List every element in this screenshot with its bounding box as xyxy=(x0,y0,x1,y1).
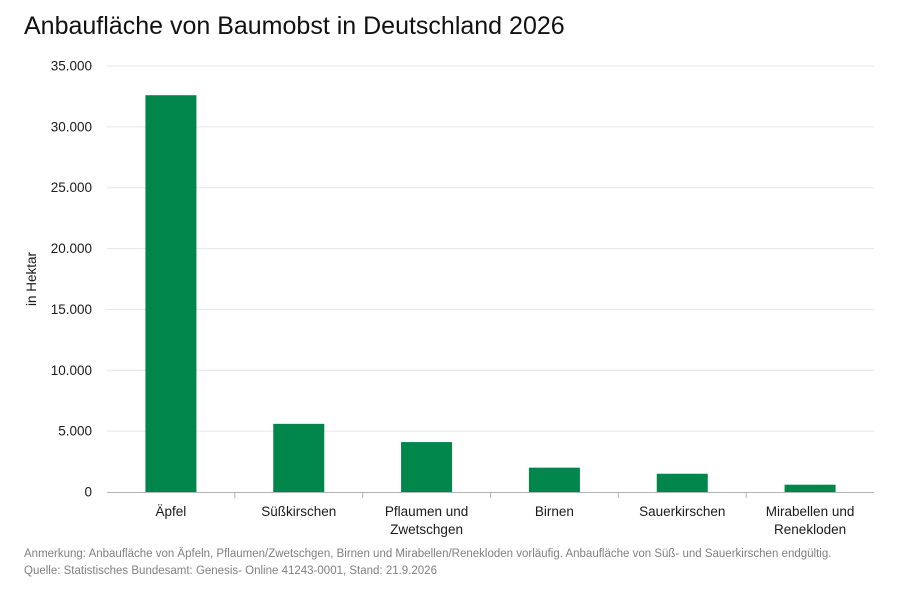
bar xyxy=(656,473,708,492)
chart-title: Anbaufläche von Baumobst in Deutschland … xyxy=(24,12,565,40)
chart-note: Anmerkung: Anbaufläche von Äpfeln, Pflau… xyxy=(24,548,832,560)
y-tick-label: 5.000 xyxy=(58,424,92,439)
bar xyxy=(528,467,580,492)
y-tick-label: 15.000 xyxy=(51,302,92,317)
labels: 0 5.000 10.000 15.000 20.000 25.000 30.000 35.0… xyxy=(24,59,854,538)
bar xyxy=(784,484,836,492)
y-axis-title: in Hektar xyxy=(24,251,39,306)
bar xyxy=(145,95,197,492)
x-tick-label: Zwetschgen xyxy=(390,522,463,537)
y-tick-label: 0 xyxy=(84,485,92,500)
x-tick-label: Pflaumen und xyxy=(385,504,468,519)
x-tick-label: Sauerkirschen xyxy=(639,504,725,519)
y-tick-label: 20.000 xyxy=(51,241,92,256)
x-tick-label: Birnen xyxy=(535,504,574,519)
bar xyxy=(401,442,453,492)
y-tick-label: 35.000 xyxy=(51,59,92,74)
x-tick-label: Renekloden xyxy=(774,522,846,537)
y-tick-label: 10.000 xyxy=(51,363,92,378)
bars xyxy=(145,95,836,492)
x-tick-label: Süßkirschen xyxy=(261,504,336,519)
y-tick-label: 30.000 xyxy=(51,119,92,134)
bar xyxy=(273,423,325,492)
gridlines xyxy=(107,65,874,432)
axes xyxy=(107,492,874,498)
x-tick-label: Äpfel xyxy=(156,504,187,519)
y-tick-label: 25.000 xyxy=(51,180,92,195)
chart-source: Quelle: Statistisches Bundesamt: Genesis… xyxy=(24,565,437,577)
bar-chart: 0 5.000 10.000 15.000 20.000 25.000 30.000 35.0… xyxy=(24,59,874,538)
x-tick-label: Mirabellen und xyxy=(766,504,855,519)
